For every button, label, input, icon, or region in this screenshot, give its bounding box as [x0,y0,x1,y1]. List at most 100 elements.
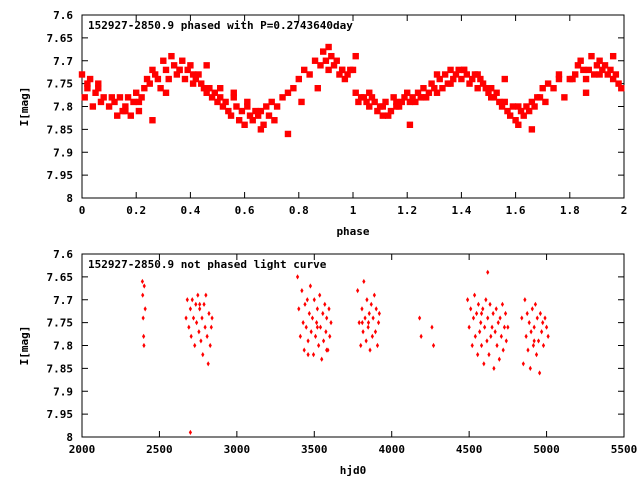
phased-x-tick-label: 0.2 [126,204,146,217]
unphased-data-point [366,320,371,326]
phased-data-point [501,98,508,106]
phased-data-point [460,66,468,74]
phased-data-point [555,75,563,83]
phased-data-point [536,94,544,101]
unphased-data-point [541,320,545,326]
phased-x-tick-label: 0.4 [180,204,200,217]
phased-data-point [433,71,441,78]
unphased-data-point [300,288,304,294]
unphased-data-point [193,342,197,349]
unphased-data-point [374,306,378,312]
unphased-data-point [467,324,471,330]
phased-data-point [284,130,292,138]
phased-x-tick-label: 1.6 [506,204,526,217]
unphased-data-point [206,361,210,367]
phased-y-tick-label: 7.6 [53,9,73,22]
unphased-data-point [524,333,528,339]
unphased-data-point [141,315,145,321]
phased-data-point [86,75,94,83]
unphased-data-point [370,333,374,339]
phased-data-point [382,98,389,106]
phased-data-point [122,103,129,110]
unphased-data-point [431,342,436,349]
unphased-data-point [360,306,364,312]
unphased-y-tick-label: 7.7 [53,294,73,307]
unphased-y-tick-label: 7.95 [47,408,74,421]
unphased-y-tick-label: 7.65 [47,271,74,284]
phased-data-point [176,66,183,74]
unphased-data-point [478,329,482,335]
unphased-data-point [499,333,503,339]
phased-x-tick-label: 1.8 [560,204,580,217]
unphased-data-point [474,310,479,317]
phased-data-point [496,98,503,106]
phased-data-point [314,85,321,92]
unphased-data-point [532,338,536,344]
phased-data-point [466,80,473,87]
phased-data-point [254,112,262,119]
phased-data-point [425,89,433,96]
unphased-chart-title: 152927-2850.9 not phased light curve [88,258,327,271]
phased-data-point [485,89,492,96]
unphased-data-point [494,306,498,312]
phased-data-point [298,98,305,106]
phased-data-point [550,85,557,92]
unphased-data-point [528,365,532,371]
phased-data-point [509,103,517,110]
phased-data-point [336,71,343,78]
unphased-data-point [311,352,316,358]
phased-y-tick-label: 7.9 [53,146,73,159]
phased-data-point [580,66,587,74]
phased-data-point [355,98,362,106]
phased-data-point [200,85,208,92]
unphased-data-point [503,310,508,317]
phased-data-point [498,103,506,110]
phased-data-point [609,75,617,83]
phased-data-point [360,94,368,101]
unphased-data-point [356,288,360,294]
phased-data-point [387,107,395,115]
phased-data-point [618,85,625,92]
phased-data-point [203,89,210,96]
phased-data-point [406,121,414,128]
phased-data-point [165,75,172,83]
unphased-data-point [532,324,536,330]
unphased-data-point [325,315,329,321]
phased-data-point [390,94,397,101]
phased-data-point [92,89,99,96]
phased-data-point [203,62,210,69]
phased-data-point [604,71,611,78]
unphased-data-point [323,301,327,307]
phased-data-point [420,85,427,92]
phased-data-point [531,103,538,110]
phased-data-point [588,52,595,60]
unphased-data-point [315,306,319,312]
phased-data-point [284,89,292,96]
phased-data-point [195,71,202,78]
phased-data-point [609,52,617,60]
unphased-data-point [199,338,203,344]
phased-data-point [585,66,592,74]
unphased-data-point [529,329,533,335]
phased-data-point [368,94,376,101]
unphased-data-point [359,342,363,349]
unphased-data-point [308,283,313,289]
unphased-data-point [373,329,378,335]
unphased-data-point [376,320,381,326]
phased-data-point [257,107,265,115]
phased-data-point [447,66,454,74]
phased-data-point [409,94,416,101]
unphased-y-tick-label: 7.9 [53,385,73,398]
phased-data-point [569,75,576,83]
phased-data-point [599,66,606,74]
phased-data-point [206,85,213,92]
unphased-data-point [479,310,484,317]
phased-data-point [189,71,197,78]
phased-data-point [295,75,302,83]
phased-data-point [341,75,349,83]
phased-data-point [525,107,533,115]
phased-data-point [517,107,525,115]
unphased-data-point [205,333,209,339]
phased-data-point [366,103,373,110]
unphased-data-point [315,324,319,330]
